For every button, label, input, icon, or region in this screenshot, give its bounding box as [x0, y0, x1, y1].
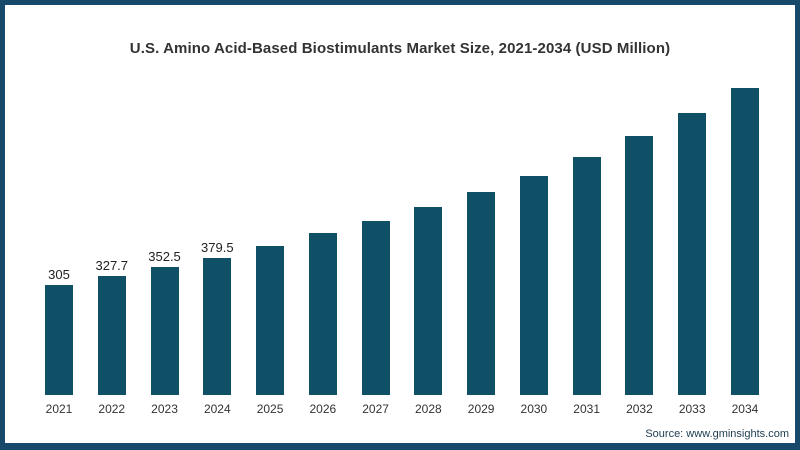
bar-group-2030 — [508, 173, 560, 395]
x-tick-label-2024: 2024 — [203, 402, 231, 416]
x-tick-label-2028: 2028 — [415, 402, 442, 416]
bar-2034 — [730, 88, 759, 395]
bar-2029 — [467, 191, 496, 395]
bar-2030 — [519, 175, 548, 395]
x-tick-label-2034: 2034 — [731, 402, 759, 416]
x-tick-label-2023: 2023 — [151, 402, 178, 416]
bar-group-2027 — [350, 218, 402, 395]
bar-value-label: 379.5 — [201, 239, 234, 255]
x-tick-label-2033: 2033 — [678, 402, 706, 416]
bar-2024 — [203, 257, 232, 395]
x-tick-label-2025: 2025 — [256, 402, 284, 416]
bar-group-2034 — [719, 85, 771, 395]
bar-group-2031 — [561, 154, 613, 395]
bar-group-2022: 327.7 — [86, 258, 138, 395]
bar-group-2029 — [455, 189, 507, 395]
x-tick-label-2029: 2029 — [467, 402, 495, 416]
bar-2028 — [414, 206, 443, 395]
bar-group-2032 — [613, 133, 665, 395]
bar-group-2026 — [297, 230, 349, 395]
bar-group-2025 — [244, 243, 296, 395]
bar-2031 — [572, 156, 601, 395]
x-tick-label-2027: 2027 — [362, 402, 389, 416]
bar-2021 — [45, 284, 73, 395]
bar-group-2021: 305 — [33, 266, 85, 395]
bar-2027 — [361, 220, 390, 395]
bar-chart-plot-area: 305 327.7 352.5 379.5 — [33, 65, 771, 395]
bar-group-2024: 379.5 — [191, 239, 243, 395]
bar-group-2033 — [666, 110, 718, 395]
bar-group-2023: 352.5 — [139, 249, 191, 395]
bar-value-label: 305 — [48, 266, 70, 282]
bar-2026 — [308, 232, 337, 395]
bar-2025 — [256, 245, 285, 395]
x-tick-label-2031: 2031 — [573, 402, 600, 416]
bar-group-2028 — [402, 204, 454, 395]
x-tick-label-2026: 2026 — [309, 402, 337, 416]
bar-2023 — [150, 267, 179, 395]
bar-2022 — [97, 276, 126, 395]
bar-value-label: 352.5 — [148, 249, 181, 265]
bar-2032 — [625, 135, 654, 395]
x-tick-label-2021: 2021 — [45, 402, 73, 416]
source-attribution: Source: www.gminsights.com — [645, 428, 789, 440]
x-axis-labels: 2021 2022 2023 2024 2025 2026 2027 2028 2029 2030… — [33, 402, 771, 416]
x-tick-label-2030: 2030 — [520, 402, 548, 416]
x-tick-label-2022: 2022 — [98, 402, 126, 416]
bar-value-label: 327.7 — [95, 258, 129, 274]
x-tick-label-2032: 2032 — [626, 402, 653, 416]
bar-2033 — [678, 113, 707, 395]
chart-title: U.S. Amino Acid-Based Biostimulants Mark… — [129, 40, 671, 57]
